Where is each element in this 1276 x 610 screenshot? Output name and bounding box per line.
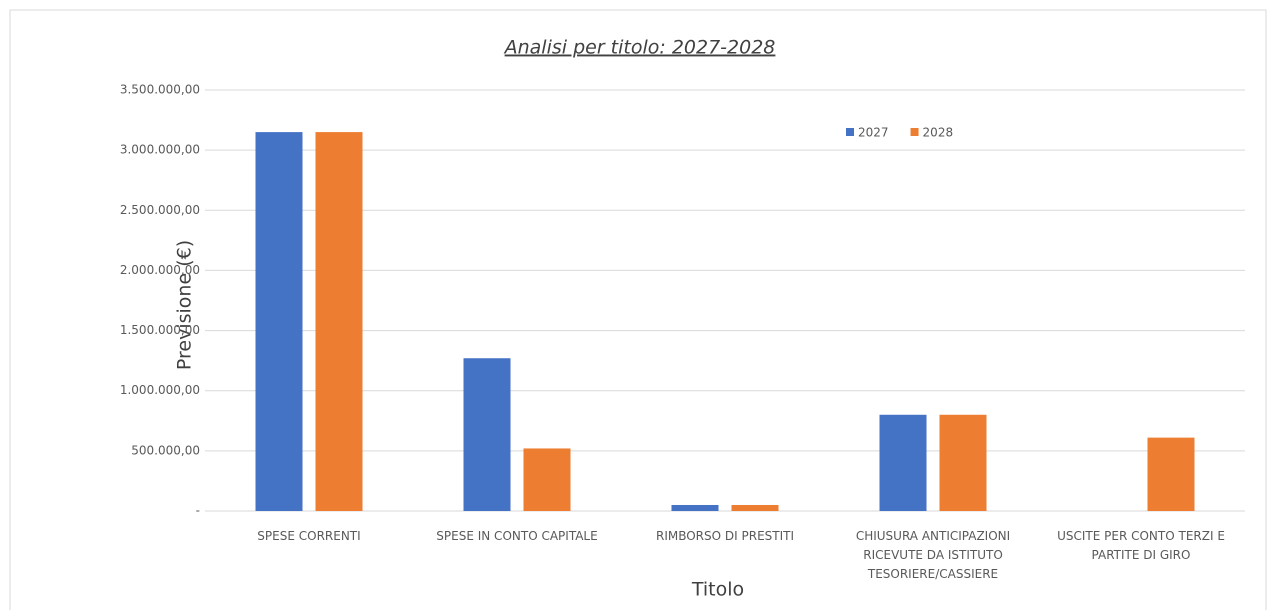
chart-title: Analisi per titolo: 2027-2028 bbox=[503, 37, 776, 59]
bar bbox=[315, 132, 363, 511]
bar bbox=[463, 358, 511, 511]
y-tick-label: 3.000.000,00 bbox=[120, 143, 200, 157]
bar bbox=[255, 132, 303, 511]
legend-swatch bbox=[910, 128, 919, 136]
x-tick-label: CHIUSURA ANTICIPAZIONI RICEVUTE DA ISTIT… bbox=[855, 529, 1011, 581]
y-tick-label: 2.000.000,00 bbox=[120, 263, 200, 277]
bar bbox=[671, 504, 719, 511]
x-tick-label: SPESE IN CONTO CAPITALE bbox=[436, 529, 598, 543]
bar bbox=[731, 504, 779, 511]
legend-swatch bbox=[846, 128, 854, 136]
y-tick-label: - bbox=[196, 504, 200, 518]
bar bbox=[523, 448, 571, 511]
y-tick-label: 500.000,00 bbox=[131, 443, 200, 457]
bar bbox=[939, 414, 987, 511]
chart-border bbox=[9, 9, 1267, 610]
bar bbox=[879, 414, 927, 511]
legend-label: 2027 bbox=[858, 126, 889, 140]
bar bbox=[1147, 437, 1195, 511]
x-tick-label: SPESE CORRENTI bbox=[257, 529, 361, 543]
y-tick-label: 1.000.000,00 bbox=[120, 383, 200, 397]
y-tick-label: 3.500.000,00 bbox=[120, 83, 200, 97]
x-axis-title: Titolo bbox=[691, 579, 744, 601]
x-tick-label: RIMBORSO DI PRESTITI bbox=[655, 529, 795, 543]
y-tick-label: 2.500.000,00 bbox=[120, 203, 200, 217]
y-tick-label: 1.500.000,00 bbox=[120, 323, 200, 337]
legend-label: 2028 bbox=[923, 126, 954, 140]
x-tick-label: USCITE PER CONTO TERZI E PARTITE DI GIRO bbox=[1057, 529, 1225, 562]
y-axis-title: Previsione (€) bbox=[174, 240, 196, 370]
